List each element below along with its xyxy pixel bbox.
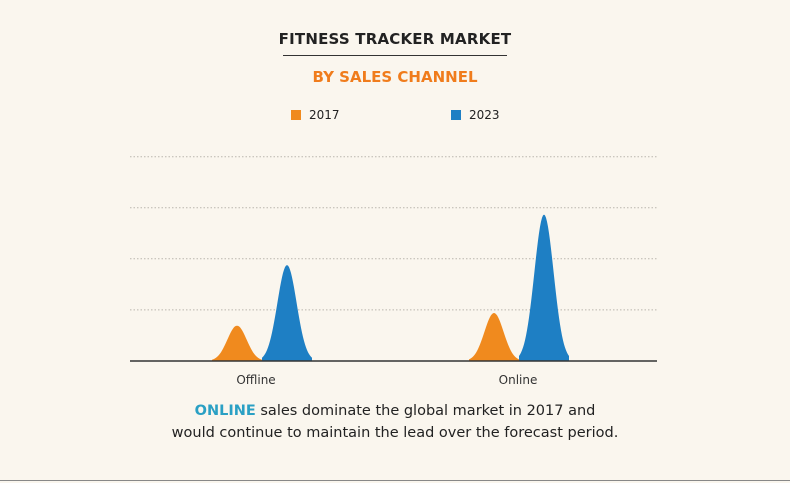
peak-2023-offline bbox=[262, 265, 312, 361]
caption-line1: sales dominate the global market in 2017… bbox=[255, 403, 596, 419]
legend-swatch-2023 bbox=[451, 110, 461, 120]
x-tick-label-offline: Offline bbox=[236, 373, 275, 387]
caption-line2: would continue to maintain the lead over… bbox=[171, 425, 619, 441]
legend-label-2023: 2023 bbox=[469, 108, 500, 122]
peak-2017-offline bbox=[212, 325, 262, 361]
x-tick-label-online: Online bbox=[499, 373, 538, 387]
legend-item-2017: 2017 bbox=[291, 108, 340, 122]
footer-divider bbox=[0, 480, 790, 481]
peak-2023-online bbox=[519, 214, 569, 361]
caption-highlight: ONLINE bbox=[194, 403, 256, 419]
legend-item-2023: 2023 bbox=[451, 108, 500, 122]
title-underline bbox=[283, 55, 507, 56]
chart-caption: ONLINE sales dominate the global market … bbox=[0, 400, 790, 444]
legend-swatch-2017 bbox=[291, 110, 301, 120]
legend-label-2017: 2017 bbox=[309, 108, 340, 122]
peak-2017-online bbox=[469, 313, 519, 361]
chart-subtitle: BY SALES CHANNEL bbox=[312, 68, 478, 86]
chart-plot: Offline Online bbox=[130, 156, 657, 387]
chart-title: FITNESS TRACKER MARKET bbox=[278, 30, 512, 48]
